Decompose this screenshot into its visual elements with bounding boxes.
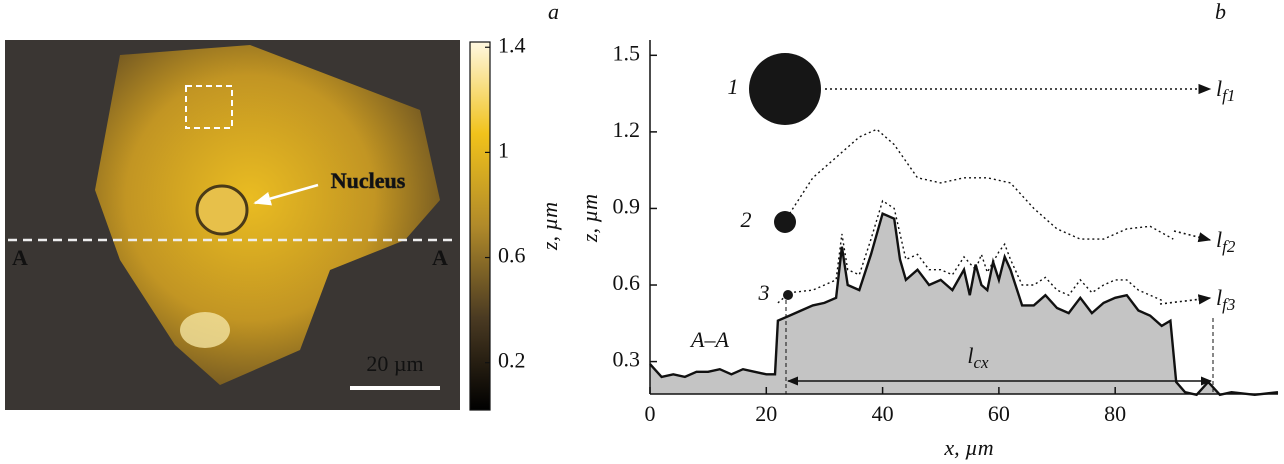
y-axis-label: z, µm: [577, 194, 602, 243]
section-label: A: [12, 245, 28, 270]
y-tick-label: 0.6: [613, 270, 641, 295]
subscript-label: lf2: [1216, 227, 1236, 256]
probe: [749, 53, 821, 125]
colorbar: [469, 41, 491, 411]
label-sub: f3: [1222, 295, 1235, 314]
probe-arrow: [1159, 294, 1212, 305]
bright-spot: [180, 312, 230, 348]
colorbar-tick-label: 0.2: [498, 348, 526, 373]
probe-label: 3: [758, 280, 770, 305]
line: [789, 128, 1174, 240]
label-main: l: [1216, 227, 1222, 252]
y-tick-label: 1.5: [613, 40, 641, 65]
x-axis-label: x, µm: [943, 435, 993, 460]
scale-label: 20 µm: [366, 351, 423, 376]
cell: [95, 45, 440, 385]
selection-box: [185, 85, 233, 129]
probe: [774, 211, 796, 233]
colorbar-label: z, µm: [537, 202, 562, 251]
label-sub: f1: [1222, 86, 1235, 105]
colorbar-tick-label: 1.4: [498, 32, 526, 57]
x-tick-label: 20: [755, 401, 777, 426]
probe-arrow: [1173, 230, 1212, 243]
y-tick-label: 0.3: [613, 347, 641, 372]
section-label: A: [432, 245, 448, 270]
subscript-label: lcx: [967, 343, 989, 372]
probe-label: 2: [741, 207, 752, 232]
subscript-label: lf1: [1216, 76, 1235, 105]
x-tick-label: 80: [1104, 401, 1126, 426]
label-sub: f2: [1222, 237, 1236, 256]
panel-label: a: [548, 0, 559, 24]
line: [777, 199, 1162, 304]
probe: [783, 290, 793, 300]
subscript-label: lf3: [1216, 285, 1235, 314]
micrograph: [5, 40, 460, 410]
x-tick-label: 40: [872, 401, 894, 426]
label-main: l: [1216, 76, 1222, 101]
label-sub: cx: [974, 353, 990, 372]
colorbar-tick-label: 0.6: [498, 243, 526, 268]
y-tick-label: 0.9: [613, 193, 641, 218]
label-main: l: [967, 343, 973, 368]
area: [650, 213, 1278, 395]
y-tick-label: 1.2: [613, 117, 641, 142]
label-main: l: [1216, 285, 1222, 310]
nucleus-label: Nucleus: [331, 168, 406, 193]
line: [649, 211, 1279, 397]
panel-label: b: [1215, 0, 1226, 24]
probe-label: 1: [728, 74, 739, 99]
colorbar-tick-label: 1: [498, 137, 509, 162]
x-tick-label: 60: [988, 401, 1010, 426]
x-tick-label: 0: [645, 401, 656, 426]
nucleus-arrow: [253, 183, 319, 206]
nucleus: [195, 184, 249, 236]
section-label: A–A: [689, 327, 729, 352]
